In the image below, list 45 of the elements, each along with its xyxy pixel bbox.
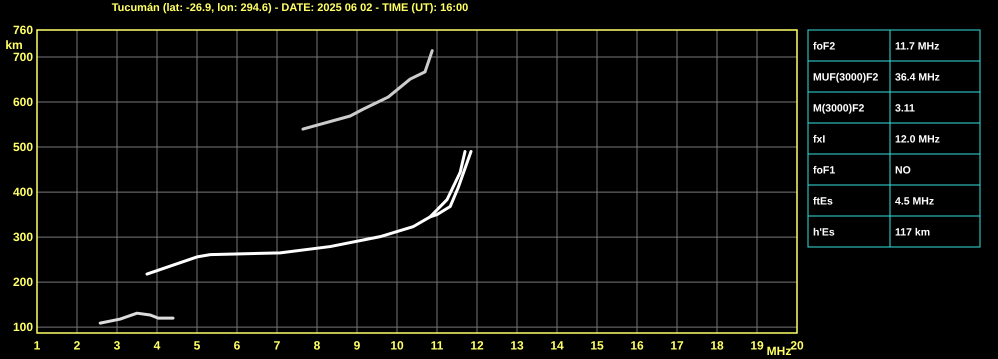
y-tick-label: 600	[12, 94, 34, 109]
x-tick-label: 20	[790, 338, 804, 353]
x-tick-label: 13	[510, 338, 524, 353]
text: M(3000)F2	[813, 102, 865, 114]
y-tick-label: 400	[12, 184, 34, 199]
x-tick-label: 16	[630, 338, 644, 353]
x-tick-label: 5	[194, 338, 201, 353]
text: 117 km	[895, 226, 930, 238]
text: fxI	[813, 134, 826, 146]
x-tick-label: 12	[470, 338, 484, 353]
y-tick-label: 300	[12, 230, 34, 244]
y-tick-label: 500	[12, 140, 34, 154]
y-tick-label: 700	[12, 50, 34, 64]
x-tick-label: 3	[114, 338, 121, 353]
y-tick-label: 200	[12, 274, 34, 289]
text: 36.4 MHz	[895, 72, 940, 84]
text: 3.11	[895, 102, 916, 114]
text: MUF(3000)F2	[813, 72, 879, 84]
y-tick-label: 760	[12, 22, 34, 37]
text: foF2	[813, 40, 836, 52]
y-tick-label: 100	[12, 320, 34, 334]
x-tick-label: 18	[710, 338, 724, 353]
x-tick-label: 9	[354, 338, 361, 353]
x-tick-label: 4	[154, 338, 161, 353]
text: 4.5 MHz	[895, 196, 934, 208]
x-tick-label: 1	[34, 338, 41, 353]
x-tick-label: 17	[670, 338, 684, 353]
text: NO	[895, 164, 911, 176]
x-axis-title: MHz	[766, 344, 792, 358]
text: ftEs	[813, 196, 833, 208]
x-tick-label: 8	[314, 338, 321, 353]
y-axis-title: km	[5, 38, 23, 52]
x-tick-label: 14	[550, 338, 564, 353]
x-tick-label: 19	[750, 338, 764, 353]
x-tick-label: 11	[430, 338, 444, 353]
x-tick-label: 6	[234, 338, 241, 353]
x-tick-label: 15	[590, 338, 604, 353]
text: h'Es	[813, 226, 835, 238]
x-tick-label: 7	[274, 338, 281, 353]
text: foF1	[813, 164, 836, 176]
text: 12.0 MHz	[895, 134, 940, 146]
x-tick-label: 10	[390, 338, 404, 353]
chart-title: Tucumán (lat: -26.9, lon: 294.6) - DATE: 2025 06 02 - TIME (UT): 16:00	[112, 2, 468, 14]
text: 11.7 MHz	[895, 40, 940, 52]
x-tick-label: 2	[74, 338, 81, 353]
